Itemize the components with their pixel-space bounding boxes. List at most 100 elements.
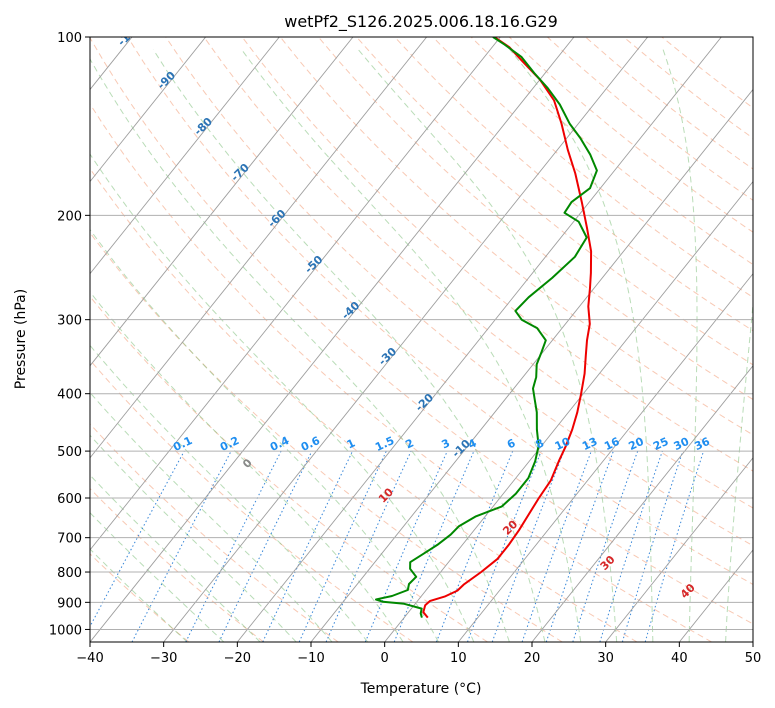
- isotherm-line: [163, 37, 649, 642]
- sounding-traces: [375, 37, 598, 619]
- x-axis-label: Temperature (°C): [360, 681, 482, 697]
- background-lines: [0, 37, 753, 642]
- moist-adiabat: [509, 49, 654, 642]
- mixing-ratio-line: [325, 450, 412, 642]
- y-tick-label: 200: [57, 209, 82, 224]
- mixing-ratio-line: [467, 450, 542, 642]
- mixing-ratio-line: [491, 450, 565, 642]
- moist-adiabat: [152, 49, 546, 642]
- isotherm-line: [90, 37, 428, 459]
- x-tick-label: 0: [381, 651, 389, 666]
- y-tick-label: 700: [57, 532, 82, 547]
- mixing-ratio-line: [90, 450, 185, 628]
- mixing-ratio-label: 16: [602, 435, 622, 453]
- moist-adiabat: [90, 474, 261, 642]
- isotherm-line: [0, 37, 58, 642]
- moist-adiabat-label: 20: [500, 517, 520, 537]
- x-tick-label: −10: [297, 651, 324, 666]
- mixing-ratio-label: 13: [580, 435, 599, 453]
- mixing-ratio-line: [364, 450, 448, 642]
- isotherm-label: -100: [115, 20, 144, 49]
- moist-adiabat: [725, 299, 753, 642]
- x-tick-label: 30: [597, 651, 614, 666]
- dry-adiabat: [90, 553, 190, 642]
- mixing-ratio-label: 8: [534, 436, 546, 451]
- moist-adiabat-label: 10: [376, 485, 396, 505]
- moist-adiabat: [90, 291, 404, 642]
- y-tick-label: 800: [57, 566, 82, 581]
- y-axis-label: Pressure (hPa): [13, 289, 29, 389]
- mixing-ratio-line: [185, 450, 282, 642]
- y-tick-label: 500: [57, 445, 82, 460]
- mixing-ratio-label: 6: [505, 436, 518, 451]
- dry-adiabat: [318, 37, 753, 401]
- mixing-ratio-line: [621, 450, 684, 642]
- y-tick-label: 900: [57, 596, 82, 611]
- moist-adiabat: [90, 511, 225, 642]
- x-tick-label: −30: [150, 651, 177, 666]
- moist-adiabat: [90, 391, 333, 642]
- y-tick-label: 1000: [49, 623, 82, 638]
- isotherm-label: -40: [339, 299, 363, 322]
- isotherm-line: [310, 88, 753, 642]
- dry-adiabat: [90, 295, 488, 642]
- mixing-ratio-line: [521, 450, 592, 642]
- isotherm-line: [531, 365, 753, 642]
- mixing-ratio-line: [572, 450, 639, 642]
- dry-adiabat: [90, 167, 638, 642]
- trace-temperature: [422, 37, 593, 619]
- mixing-ratio-line: [262, 450, 353, 642]
- dry-adiabat: [127, 37, 753, 586]
- isotherm-label: -60: [265, 207, 289, 230]
- mixing-ratio-label: 30: [672, 435, 692, 453]
- dry-adiabat: [394, 37, 753, 332]
- moist-adiabat: [357, 49, 618, 642]
- plot-frame: [89, 36, 754, 643]
- x-tick-label: −20: [224, 651, 251, 666]
- dry-adiabat: [90, 423, 339, 642]
- dry-adiabat: [508, 37, 753, 233]
- x-tick-label: −40: [76, 651, 103, 666]
- moist-adiabat: [241, 49, 582, 642]
- mixing-ratio-label: 20: [626, 435, 646, 453]
- mixing-ratio-line: [599, 450, 663, 642]
- dry-adiabat: [547, 37, 753, 201]
- isotherm-label: -30: [376, 345, 400, 368]
- dry-adiabat: [585, 37, 753, 170]
- dry-adiabat: [432, 37, 753, 298]
- mixing-ratio-label: 25: [651, 435, 670, 453]
- moist-adiabat: [90, 344, 369, 642]
- y-tick-label: 600: [57, 492, 82, 507]
- pressure-gridlines: [90, 37, 753, 630]
- isotherm-line: [90, 37, 501, 551]
- y-axis-ticks: 1000 900 800 700 600 500 400 300 200 100: [49, 31, 90, 638]
- dry-adiabat: [470, 37, 753, 266]
- moist-adiabat-label: 0: [240, 456, 255, 471]
- dry-adiabat: [241, 37, 753, 472]
- isotherm-line: [457, 272, 753, 642]
- y-tick-label: 100: [57, 31, 82, 46]
- dry-adiabat: [203, 37, 753, 509]
- trace-dewpoint: [375, 37, 598, 618]
- isotherm-label: -50: [302, 253, 326, 276]
- isotherm-label: -20: [413, 391, 437, 414]
- x-tick-label: 20: [524, 651, 541, 666]
- dry-adiabat: [90, 487, 264, 642]
- moist-adiabat-label: 40: [678, 581, 698, 601]
- dry-adiabat: [356, 37, 753, 366]
- moist-adiabat: [90, 153, 475, 642]
- isotherm-line: [90, 37, 575, 642]
- mixing-ratio-label: 2: [403, 436, 415, 451]
- dry-adiabat: [165, 37, 753, 547]
- x-tick-label: 10: [450, 651, 467, 666]
- moist-adiabat: [90, 434, 297, 642]
- isotherm-line: [752, 641, 753, 642]
- moist-adiabat: [90, 228, 439, 642]
- moist-adiabat: [90, 548, 188, 642]
- isotherm-line: [605, 457, 753, 642]
- moist-adiabat: [662, 49, 698, 642]
- dry-adiabat: [90, 231, 563, 642]
- x-axis-ticks: −40 −30 −20 −10 0 10 20 30 40 50: [76, 642, 761, 666]
